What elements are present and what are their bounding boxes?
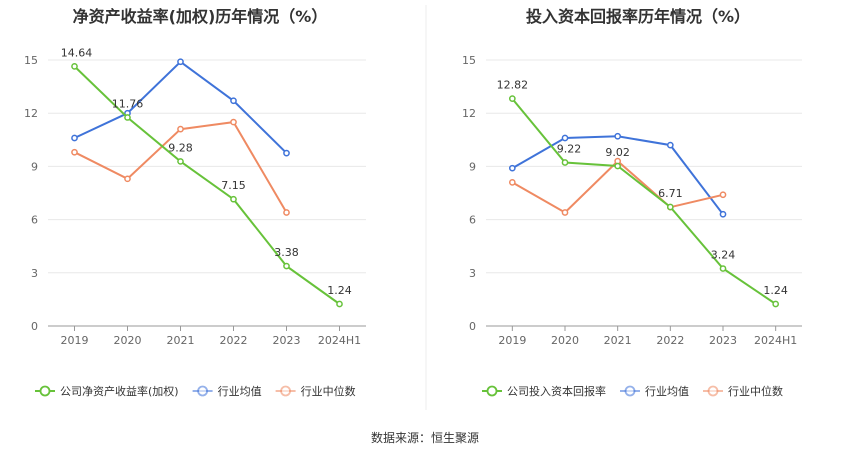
data-point (614, 132, 622, 140)
chart-title: 净资产收益率(加权)历年情况（%） (73, 7, 328, 26)
data-point (283, 262, 290, 270)
x-tick-label: 2022 (656, 334, 684, 347)
data-point (561, 134, 569, 142)
legend-entry: 行业中位数 (728, 384, 783, 398)
x-tick-label: 2021 (167, 334, 195, 347)
series-line (74, 121, 288, 214)
x-tick-label: 2023 (709, 334, 737, 347)
x-tick-label: 2019 (61, 334, 89, 347)
data-point (614, 162, 622, 170)
x-tick-label: 2022 (220, 334, 248, 347)
data-point (719, 191, 727, 199)
data-label: 1.24 (763, 284, 788, 297)
data-label: 9.28 (168, 141, 193, 154)
data-point (230, 97, 237, 105)
y-tick-label: 12 (462, 107, 476, 120)
x-tick-label: 2021 (604, 334, 632, 347)
series-line (511, 98, 777, 305)
legend-swatch-marker (707, 385, 719, 397)
legend-swatch-marker (280, 385, 291, 397)
data-point (124, 114, 131, 121)
legend-entry: 行业均值 (218, 385, 262, 398)
y-tick-label: 15 (24, 54, 38, 67)
data-point (283, 149, 290, 157)
x-tick-label: 2024H1 (318, 334, 361, 347)
legend-entry: 公司净资产收益率(加权) (60, 384, 179, 398)
y-tick-label: 3 (469, 267, 476, 280)
y-tick-label: 9 (469, 160, 476, 173)
legend-swatch-marker (197, 385, 208, 397)
data-point (508, 95, 516, 103)
y-tick-label: 15 (462, 54, 476, 67)
data-label: 7.15 (221, 179, 246, 192)
data-point (71, 63, 78, 70)
y-tick-label: 0 (469, 320, 476, 333)
legend-entry: 行业均值 (645, 385, 689, 398)
data-point (283, 209, 290, 216)
data-point (71, 148, 78, 156)
y-tick-label: 3 (31, 267, 38, 280)
y-tick-label: 0 (31, 320, 38, 333)
x-tick-label: 2023 (273, 334, 301, 347)
data-point (71, 134, 78, 142)
series-line (73, 65, 341, 305)
data-point (666, 203, 674, 211)
data-point (666, 141, 674, 149)
x-tick-label: 2020 (114, 334, 142, 347)
legend-swatch-marker (486, 385, 498, 397)
data-point (124, 175, 131, 183)
legend-swatch-marker (39, 385, 51, 397)
data-point (508, 164, 516, 172)
data-point (561, 209, 569, 216)
legend-entry: 行业中位数 (301, 384, 356, 398)
data-point (177, 125, 184, 133)
chart-title: 投入资本回报率历年情况（%） (526, 7, 750, 26)
data-label: 14.64 (61, 46, 93, 59)
legend-entry: 公司投入资本回报率 (507, 384, 606, 398)
x-tick-label: 2024H1 (754, 334, 797, 347)
x-tick-label: 2019 (498, 334, 526, 347)
data-point (561, 159, 569, 166)
data-point (719, 210, 727, 218)
data-label: 12.82 (497, 79, 529, 92)
y-tick-label: 6 (469, 214, 476, 227)
x-tick-label: 2020 (551, 334, 579, 347)
data-label: 9.02 (605, 146, 630, 159)
y-tick-label: 12 (24, 107, 38, 120)
data-label: 3.24 (711, 249, 736, 262)
y-tick-label: 9 (31, 160, 38, 173)
series-line (74, 60, 288, 154)
data-point (336, 300, 343, 308)
data-point (230, 195, 237, 203)
y-tick-label: 6 (31, 214, 38, 227)
data-label: 1.24 (327, 284, 352, 297)
data-label: 3.38 (274, 246, 299, 259)
data-source: 数据来源：恒生聚源 (371, 430, 479, 445)
data-point (177, 158, 184, 165)
data-label: 11.76 (112, 97, 144, 110)
data-label: 9.22 (557, 142, 582, 155)
data-point (230, 118, 237, 126)
data-point (772, 300, 780, 308)
legend-swatch-marker (624, 385, 636, 397)
data-point (177, 58, 184, 66)
data-label: 6.71 (658, 187, 683, 200)
data-point (719, 265, 727, 272)
data-point (508, 179, 516, 186)
